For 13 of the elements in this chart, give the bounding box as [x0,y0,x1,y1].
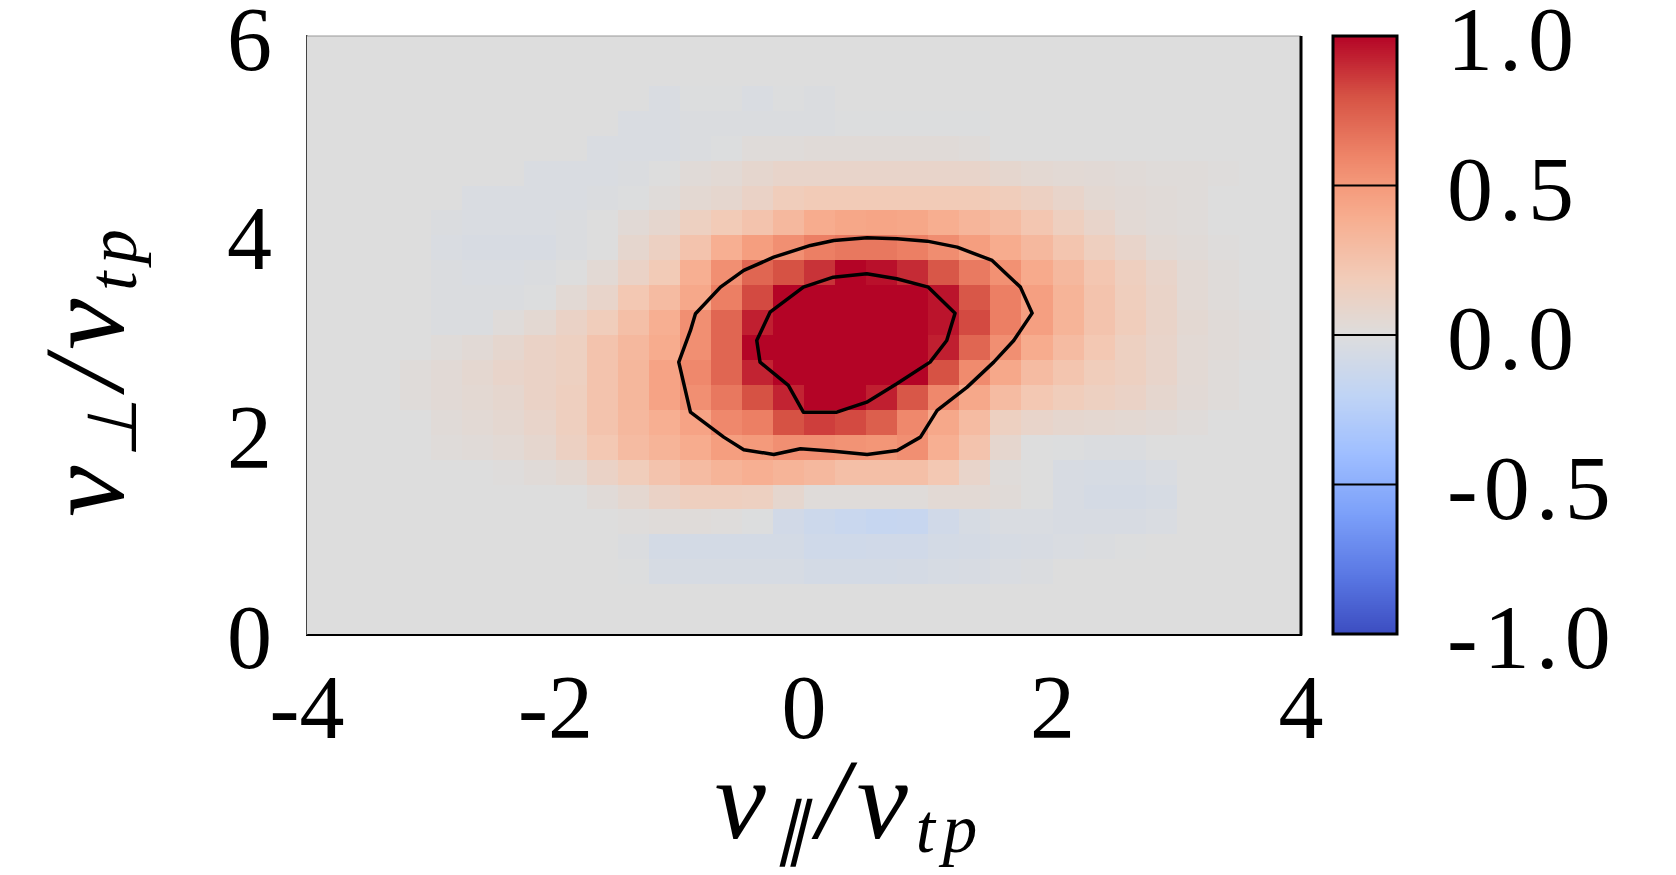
y-tick-label: 4 [227,188,272,288]
x-tick-label: 2 [1030,657,1075,757]
color-bar-label: 0.5 [1447,137,1580,240]
y-tick-label: 0 [227,587,272,687]
x-tick-label: -4 [269,657,345,757]
x-tick-label: -2 [518,657,593,757]
color-bar-label: 1.0 [1447,0,1580,91]
color-bar-label: 0.0 [1447,287,1580,390]
x-tick-label: 4 [1278,657,1324,757]
color-bar-label: -1.0 [1447,586,1617,689]
y-tick-label: 2 [227,388,272,488]
y-tick-label: 6 [227,0,272,89]
color-bar-label: -0.5 [1447,436,1617,539]
